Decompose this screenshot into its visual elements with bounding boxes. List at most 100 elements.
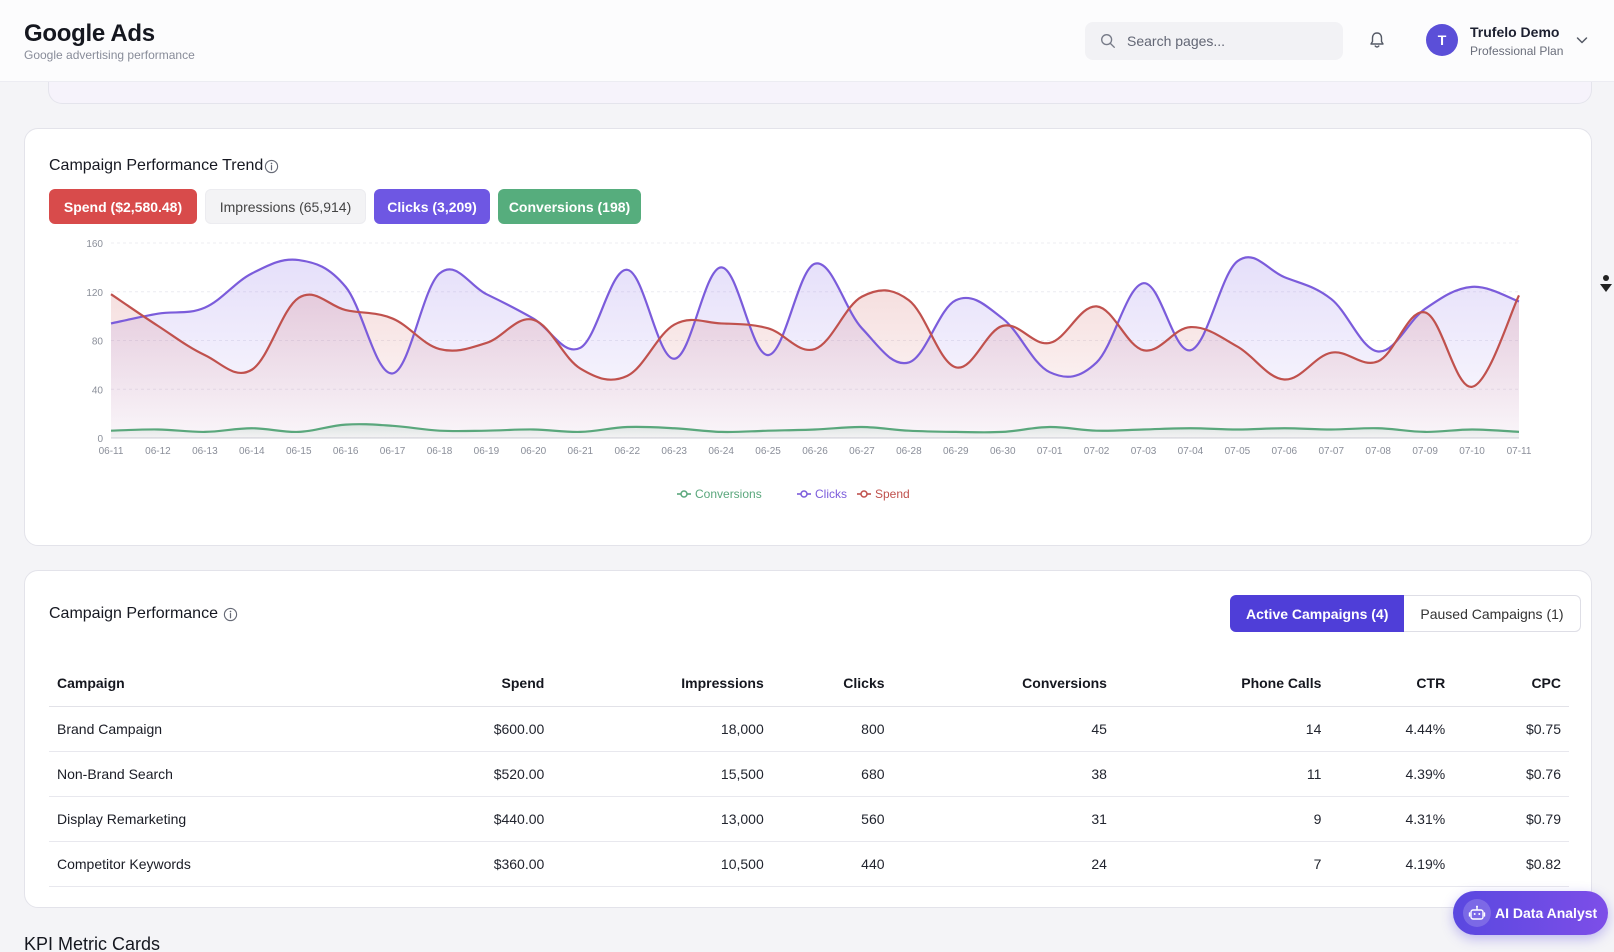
table-cell: $360.00: [250, 841, 553, 887]
tab-paused-campaigns[interactable]: Paused Campaigns (1): [1404, 595, 1581, 632]
table-cell: 4.31%: [1329, 796, 1454, 842]
table-cell: $0.75: [1453, 706, 1569, 752]
table-body: Brand Campaign $600.00 18,000 800 45 14 4.44% $…: [49, 706, 1569, 887]
page-title: Google Ads: [24, 20, 155, 47]
column-header[interactable]: Campaign: [49, 661, 251, 707]
legend-label: Clicks: [815, 487, 847, 501]
legend-label: Spend: [875, 487, 910, 501]
info-icon[interactable]: [223, 607, 238, 622]
x-tick-label: 07-08: [1365, 446, 1391, 457]
table-row[interactable]: Non-Brand Search $520.00 15,500 680 38 11 4.39…: [49, 751, 1569, 797]
table-cell: 800: [771, 706, 893, 752]
y-tick-label: 160: [86, 239, 103, 250]
clicks-toggle-button[interactable]: Clicks (3,209): [374, 189, 490, 224]
table-cell: Brand Campaign: [49, 706, 251, 752]
table-cell: Non-Brand Search: [49, 751, 251, 797]
table-row[interactable]: Competitor Keywords $360.00 10,500 440 24 7 4.…: [49, 841, 1569, 887]
chart-axes: 0 40 80 120 160 06-11 06-12 06-13 06-14 06-15 06-1…: [86, 239, 1532, 457]
column-header[interactable]: Phone Calls: [1114, 661, 1330, 707]
campaign-table: Campaign Spend Impressions Clicks Conversion…: [49, 661, 1569, 887]
table-cell: Competitor Keywords: [49, 841, 251, 887]
column-header[interactable]: CPC: [1453, 661, 1569, 707]
x-tick-label: 06-26: [802, 446, 828, 457]
table-cell: 24: [892, 841, 1115, 887]
page-subtitle: Google advertising performance: [24, 48, 195, 62]
x-tick-label: 06-23: [661, 446, 687, 457]
x-tick-label: 06-25: [755, 446, 781, 457]
clicks-series-line[interactable]: [110, 256, 1520, 378]
legend-item-clicks[interactable]: Clicks: [797, 487, 847, 501]
ai-data-analyst-button[interactable]: AI Data Analyst: [1453, 891, 1608, 935]
table-cell: 4.39%: [1329, 751, 1454, 797]
spend-area: [111, 290, 1519, 438]
y-tick-label: 40: [92, 385, 104, 396]
x-tick-label: 06-24: [708, 446, 734, 457]
x-tick-label: 06-20: [521, 446, 547, 457]
legend-item-conversions[interactable]: Conversions: [677, 487, 762, 501]
impressions-toggle-button[interactable]: Impressions (65,914): [205, 189, 366, 224]
legend-marker-icon: [680, 490, 688, 498]
conversions-toggle-button[interactable]: Conversions (198): [498, 189, 641, 224]
bell-icon[interactable]: [1367, 30, 1387, 50]
search-icon: [1101, 34, 1115, 48]
x-tick-label: 06-16: [333, 446, 359, 457]
table-cell: $0.79: [1453, 796, 1569, 842]
table-cell: $0.76: [1453, 751, 1569, 797]
x-tick-label: 06-29: [943, 446, 969, 457]
campaign-performance-card: Campaign Performance Active Campaigns (4…: [24, 570, 1592, 908]
search-box[interactable]: [1085, 22, 1343, 60]
chart-legend[interactable]: Conversions Clicks Spend: [677, 487, 910, 501]
performance-trend-card: Campaign Performance Trend Spend ($2,580…: [24, 128, 1592, 546]
table-cell: Display Remarketing: [49, 796, 251, 842]
avatar[interactable]: T: [1426, 24, 1458, 56]
column-header[interactable]: Conversions: [892, 661, 1115, 707]
y-tick-label: 120: [86, 288, 103, 299]
x-tick-label: 06-18: [427, 446, 453, 457]
spend-series-line[interactable]: [110, 289, 1520, 388]
spend-toggle-button[interactable]: Spend ($2,580.48): [49, 189, 197, 224]
search-input[interactable]: [1127, 22, 1333, 60]
x-tick-label: 07-06: [1272, 446, 1298, 457]
table-cell: $520.00: [250, 751, 553, 797]
table-cell: 31: [892, 796, 1115, 842]
top-bar: Google Ads Google advertising performanc…: [0, 0, 1614, 82]
chart-lines: [110, 256, 1520, 434]
info-icon[interactable]: [264, 159, 279, 174]
column-header[interactable]: Spend: [250, 661, 553, 707]
trend-chart: 0 40 80 120 160 06-11 06-12 06-13 06-14 06-15 06-1…: [86, 239, 1532, 501]
scroll-handle-icon[interactable]: [1599, 272, 1613, 296]
column-header[interactable]: CTR: [1329, 661, 1454, 707]
chart-areas: [111, 257, 1519, 438]
table-cell: 45: [892, 706, 1115, 752]
chevron-down-icon[interactable]: [1574, 32, 1590, 48]
table-cell: 440: [771, 841, 893, 887]
table-cell: 11: [1114, 751, 1330, 797]
legend-item-spend[interactable]: Spend: [857, 487, 910, 501]
x-tick-label: 07-02: [1084, 446, 1110, 457]
table-row[interactable]: Display Remarketing $440.00 13,000 560 31 9 4.…: [49, 796, 1569, 842]
x-tick-label: 07-03: [1131, 446, 1157, 457]
table-cell: 560: [771, 796, 893, 842]
x-tick-label: 07-11: [1507, 446, 1532, 457]
column-header[interactable]: Clicks: [771, 661, 893, 707]
tab-active-campaigns[interactable]: Active Campaigns (4): [1230, 595, 1405, 632]
x-tick-label: 06-17: [380, 446, 406, 457]
x-tick-label: 06-15: [286, 446, 312, 457]
table-row[interactable]: Brand Campaign $600.00 18,000 800 45 14 4.44% $…: [49, 706, 1569, 752]
legend-marker-icon: [800, 490, 808, 498]
previous-card-bottom: [48, 82, 1592, 104]
y-tick-label: 80: [92, 337, 104, 348]
table-cell: 38: [892, 751, 1115, 797]
column-header[interactable]: Impressions: [552, 661, 772, 707]
conversions-series-line[interactable]: [110, 423, 1520, 434]
x-tick-label: 07-07: [1318, 446, 1344, 457]
x-tick-label: 06-30: [990, 446, 1016, 457]
x-tick-label: 06-22: [614, 446, 640, 457]
x-tick-label: 06-21: [568, 446, 594, 457]
table-cell: 18,000: [552, 706, 772, 752]
table-cell: 9: [1114, 796, 1330, 842]
ai-button-label: AI Data Analyst: [1495, 905, 1598, 921]
table-cell: 15,500: [552, 751, 772, 797]
table-cell: 13,000: [552, 796, 772, 842]
user-name[interactable]: Trufelo Demo: [1470, 24, 1560, 40]
